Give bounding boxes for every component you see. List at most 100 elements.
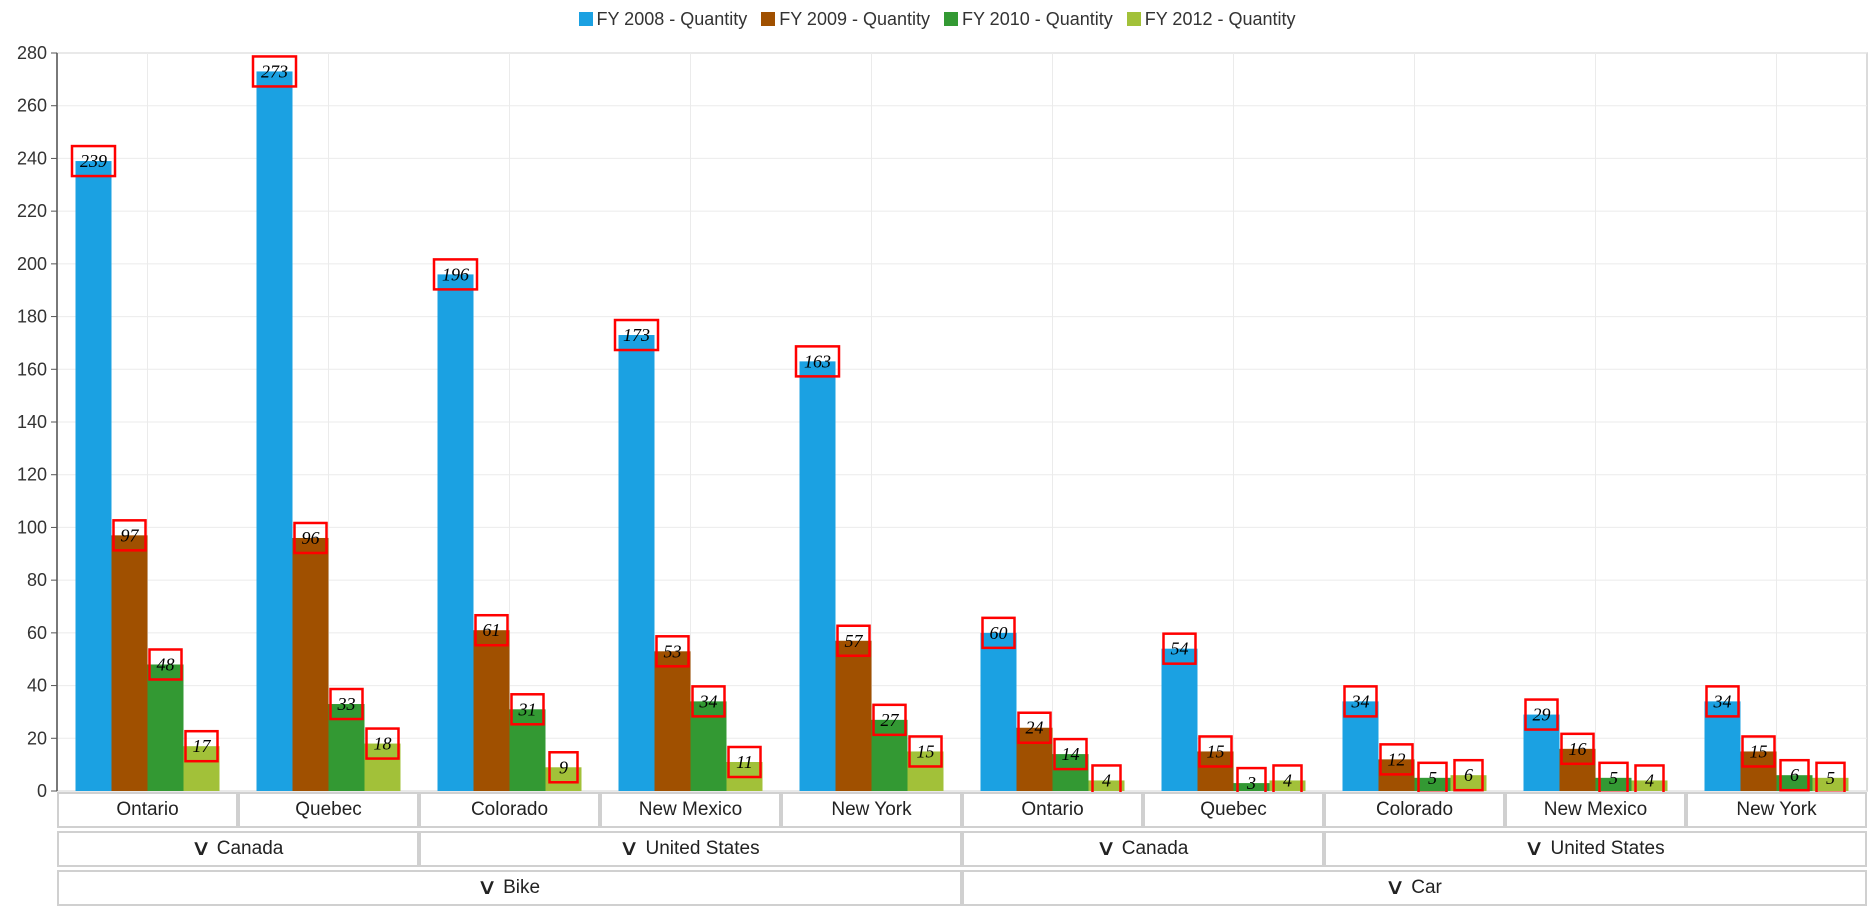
products-cell[interactable]: ∨ Car	[962, 870, 1867, 906]
data-label-box	[1453, 758, 1484, 792]
chevron-down-icon[interactable]: ∨	[476, 875, 498, 900]
countries-cell[interactable]: ∨ Canada	[962, 831, 1324, 867]
legend-item[interactable]: FY 2010 - Quantity	[944, 9, 1113, 30]
bar	[1704, 701, 1741, 791]
data-label: 4	[1283, 770, 1292, 790]
data-label: 17	[193, 736, 212, 756]
bar	[328, 704, 365, 791]
data-label-box	[1705, 685, 1740, 718]
bar	[1523, 714, 1560, 791]
data-label-box	[112, 519, 147, 552]
data-label: 33	[337, 694, 356, 714]
axis-label: Quebec	[1200, 799, 1267, 820]
data-label: 96	[302, 528, 320, 548]
bar	[473, 630, 510, 791]
categories-cell: Ontario	[57, 792, 238, 828]
bar	[690, 701, 727, 791]
chevron-down-icon[interactable]: ∨	[1523, 836, 1545, 861]
data-label: 5	[1428, 768, 1437, 788]
legend-item[interactable]: FY 2012 - Quantity	[1126, 9, 1296, 30]
categories-cell: New Mexico	[1505, 792, 1686, 828]
data-label-box	[727, 745, 762, 779]
data-label-box	[691, 685, 726, 718]
data-label: 27	[881, 710, 900, 730]
product-axis-row: ∨ Bike ∨ Car	[57, 870, 1867, 906]
bar	[1161, 648, 1198, 791]
bar	[1631, 780, 1668, 791]
categories-cell: Ontario	[962, 792, 1143, 828]
bar	[835, 640, 872, 791]
data-label: 54	[1171, 639, 1189, 659]
categories-cell: Colorado	[1324, 792, 1505, 828]
data-label-box	[1741, 735, 1776, 768]
bar	[545, 767, 582, 791]
data-label: 11	[736, 752, 753, 772]
bar	[75, 161, 112, 792]
categories-cell: New York	[1686, 792, 1867, 828]
axis-label: Canada	[1121, 838, 1189, 859]
data-label: 5	[1826, 768, 1835, 788]
data-label-box	[1053, 737, 1088, 771]
data-label-box	[1524, 698, 1559, 731]
bar	[654, 651, 691, 791]
legend-swatch	[578, 12, 593, 26]
axis-label: Ontario	[1021, 799, 1084, 820]
axis-label: Canada	[216, 838, 284, 859]
data-label: 34	[1713, 691, 1732, 711]
countries-cell[interactable]: ∨ United States	[1324, 831, 1867, 867]
data-label: 273	[261, 61, 288, 81]
axis-label: United States	[1550, 838, 1665, 859]
data-label: 196	[442, 264, 469, 284]
bar	[1559, 748, 1596, 791]
data-label-box	[872, 703, 907, 737]
axis-label: Ontario	[116, 799, 179, 820]
legend-item[interactable]: FY 2009 - Quantity	[761, 9, 930, 30]
data-label: 24	[1026, 718, 1044, 738]
legend-swatch	[761, 12, 776, 26]
legend-label: FY 2009 - Quantity	[779, 8, 930, 29]
data-label-box	[1560, 732, 1595, 766]
data-label-box	[432, 258, 479, 291]
data-label-box	[613, 318, 660, 352]
y-tick-label: 80	[27, 570, 47, 590]
data-label: 34	[1351, 691, 1370, 711]
chevron-down-icon[interactable]: ∨	[618, 836, 640, 861]
data-label: 173	[623, 325, 650, 345]
axis-label: United States	[645, 838, 760, 859]
data-label-box	[1379, 743, 1414, 776]
legend-swatch	[944, 12, 958, 26]
y-tick-label: 280	[17, 43, 47, 63]
data-label: 97	[121, 525, 140, 545]
data-label: 6	[1790, 765, 1799, 785]
categories-cell: Colorado	[419, 792, 600, 828]
countries-cell[interactable]: ∨ Canada	[57, 831, 419, 867]
data-label: 48	[157, 654, 175, 674]
data-label: 15	[1207, 741, 1225, 761]
data-label-box	[1343, 685, 1378, 718]
products-cell[interactable]: ∨ Bike	[57, 870, 962, 906]
bar	[907, 751, 944, 791]
data-label-box	[836, 624, 871, 658]
data-label-box	[329, 687, 364, 721]
chevron-down-icon[interactable]: ∨	[1095, 836, 1117, 861]
countries-cell[interactable]: ∨ United States	[419, 831, 962, 867]
bar	[618, 335, 655, 791]
legend-item[interactable]: FY 2008 - Quantity	[578, 9, 747, 30]
y-tick-label: 0	[37, 781, 47, 800]
y-tick-label: 260	[17, 96, 47, 116]
categories-cell: New York	[781, 792, 962, 828]
chevron-down-icon[interactable]: ∨	[1384, 875, 1406, 900]
axis-label: New Mexico	[638, 799, 743, 820]
y-tick-label: 240	[17, 148, 47, 168]
bar	[437, 274, 474, 791]
bar	[1776, 775, 1813, 791]
bar	[799, 361, 836, 791]
y-tick-label: 200	[17, 254, 47, 274]
axis-label: Car	[1411, 877, 1442, 898]
chevron-down-icon[interactable]: ∨	[190, 836, 212, 861]
data-label-box	[474, 613, 509, 647]
data-label: 163	[804, 351, 831, 371]
data-label: 15	[1750, 741, 1768, 761]
bar	[1052, 754, 1089, 791]
data-label-box	[293, 521, 328, 555]
